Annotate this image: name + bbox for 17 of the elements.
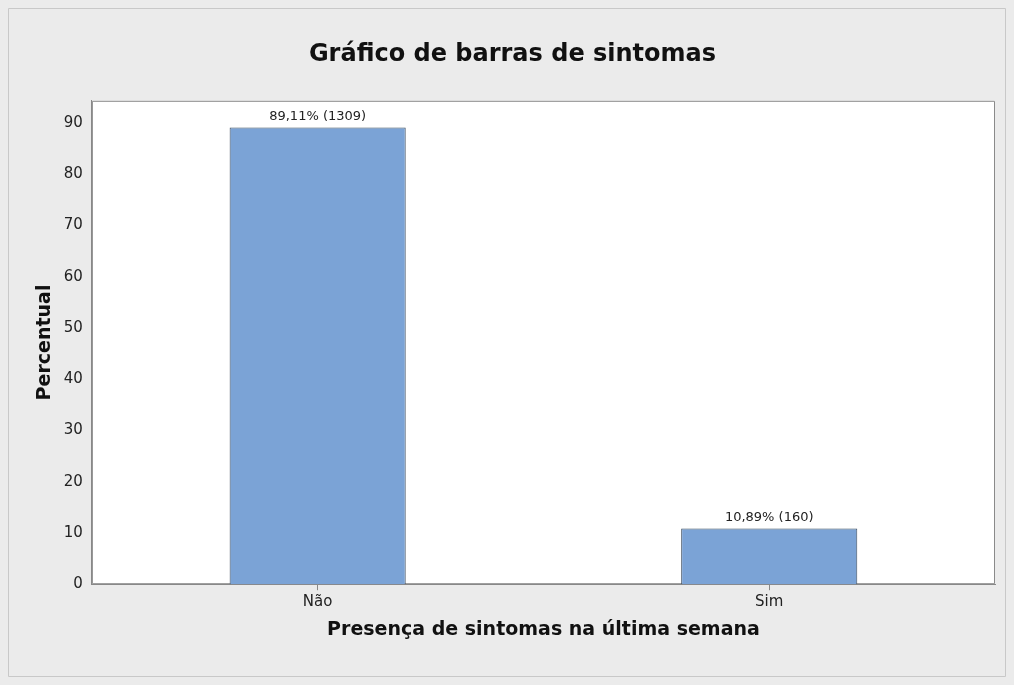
- y-tick-label: 60: [63, 266, 83, 285]
- y-tick-label: 40: [63, 369, 83, 388]
- y-tick-label: 50: [63, 317, 83, 336]
- y-tick-label: 20: [63, 471, 83, 490]
- data-label: 10,89% (160): [724, 509, 814, 525]
- y-tick-label: 30: [63, 420, 83, 439]
- data-label: 89,11% (1309): [269, 108, 367, 124]
- y-tick-label: 0: [73, 574, 83, 593]
- y-tick-label: 10: [63, 522, 83, 541]
- x-tick-label: Não: [302, 592, 333, 611]
- y-tick-label: 90: [63, 112, 83, 131]
- x-axis-title: Presença de sintomas na última semana: [327, 616, 760, 639]
- y-tick-label: 80: [63, 164, 83, 182]
- y-axis-title: Percentual: [32, 284, 55, 401]
- x-tick-label: Sim: [755, 592, 784, 611]
- y-tick-label: 70: [63, 215, 83, 234]
- chart-title: Gráfico de barras de sintomas: [308, 38, 717, 67]
